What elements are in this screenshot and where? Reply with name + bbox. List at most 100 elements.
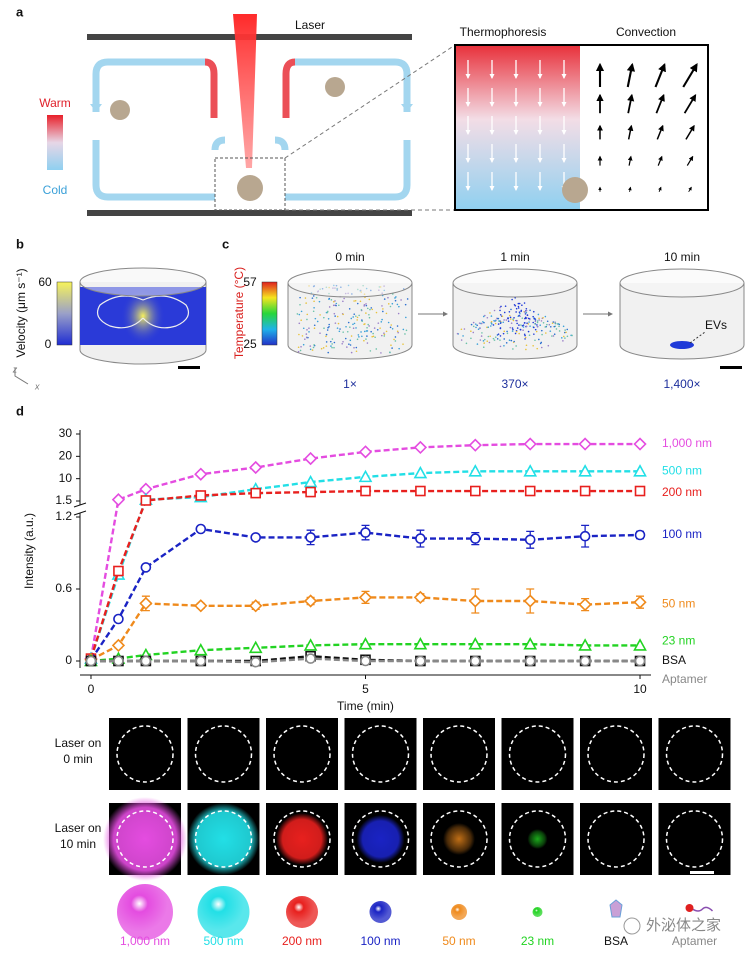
particle-dot xyxy=(360,331,362,333)
particle-dot xyxy=(328,298,330,300)
particle-dot xyxy=(387,303,390,305)
particle-dot xyxy=(372,335,375,338)
marker xyxy=(195,523,207,535)
particle-dot xyxy=(350,317,353,320)
particle-dot xyxy=(312,295,315,297)
particle-dot xyxy=(564,337,566,339)
particle-dot xyxy=(333,341,336,344)
particle-dot xyxy=(503,330,506,333)
marker xyxy=(579,655,591,667)
particle-dot xyxy=(462,335,464,337)
particle-dot xyxy=(533,317,536,320)
particle-dot xyxy=(334,322,337,324)
marker xyxy=(140,655,152,667)
micrograph xyxy=(658,803,731,875)
particle-dot xyxy=(391,302,394,305)
particle-dot xyxy=(517,305,520,308)
roi-circle xyxy=(587,810,645,868)
particle-sphere xyxy=(197,886,250,938)
particle-dot xyxy=(313,306,315,309)
particle-dot xyxy=(541,333,543,336)
particle-dot xyxy=(549,330,552,332)
particle-dot xyxy=(304,338,306,340)
particle-dot xyxy=(361,335,363,338)
axis-z: z xyxy=(12,364,18,374)
particle-dot xyxy=(313,327,316,330)
marker xyxy=(358,590,373,605)
glow xyxy=(527,829,548,849)
particle-dot xyxy=(371,308,374,311)
particle-dot xyxy=(524,336,527,339)
particle-dot xyxy=(355,350,358,353)
particle-dot xyxy=(341,342,344,345)
particle-dot xyxy=(356,319,358,321)
roi-circle xyxy=(116,725,174,783)
series-label: 500 nm xyxy=(662,463,702,477)
particle-dot xyxy=(496,334,499,336)
glow xyxy=(187,803,260,875)
particle-dot xyxy=(369,350,372,352)
particle-dot xyxy=(374,336,376,339)
glow xyxy=(356,815,405,863)
particle-dot xyxy=(333,312,336,315)
particle-dot xyxy=(487,326,490,329)
particle-dot xyxy=(390,324,393,326)
particle-dot xyxy=(525,325,528,328)
marker xyxy=(360,655,371,667)
particle-dot xyxy=(524,338,526,340)
particle-dot xyxy=(503,344,505,347)
particle-dot xyxy=(365,304,368,307)
particle-dot xyxy=(549,325,552,328)
series-label: 50 nm xyxy=(662,596,695,610)
particle-dot xyxy=(338,304,340,307)
cylinder-top xyxy=(79,267,207,297)
particle-dot xyxy=(312,346,315,349)
particle-dot xyxy=(394,340,397,342)
particle-dot xyxy=(536,347,539,350)
warm-label: Warm xyxy=(39,96,71,110)
marker xyxy=(579,485,591,497)
marker xyxy=(305,486,316,498)
particle-label: 50 nm xyxy=(442,934,475,948)
particle-dot xyxy=(383,332,385,334)
warm-flow xyxy=(204,58,218,118)
particle-dot xyxy=(542,316,544,319)
particle-dot xyxy=(396,303,399,306)
series-line xyxy=(90,596,641,661)
particle-dot xyxy=(316,320,319,323)
particle-dot xyxy=(506,332,509,335)
particle-dot xyxy=(336,327,339,329)
marker xyxy=(578,597,592,612)
particle-dot xyxy=(337,322,340,325)
colorbar-min: 0 xyxy=(45,337,52,351)
particle-dot xyxy=(523,322,526,324)
particle-dot xyxy=(363,305,365,307)
inset-box xyxy=(454,44,709,211)
particle-dot xyxy=(382,308,384,310)
particle-dot xyxy=(346,330,349,333)
particle-sphere xyxy=(451,904,467,920)
particle-dot xyxy=(383,333,386,336)
particle-dot xyxy=(348,308,351,310)
particle-dot xyxy=(375,348,378,350)
particle-dot xyxy=(306,313,309,316)
marker xyxy=(579,530,591,542)
particle-dot xyxy=(523,302,526,304)
marker xyxy=(360,485,371,497)
particle-dot xyxy=(376,328,379,331)
particle-dot xyxy=(344,337,347,340)
particle-dot xyxy=(490,320,493,323)
marker xyxy=(468,594,482,608)
particle-dot xyxy=(395,296,397,298)
particle-dot xyxy=(565,331,567,334)
particle-dot xyxy=(370,330,372,333)
particle-dot xyxy=(318,300,321,303)
particle-dot xyxy=(313,324,316,327)
particle-dot xyxy=(366,335,368,337)
particle-dot xyxy=(490,315,493,317)
particle-dot xyxy=(352,327,355,330)
particle-dot xyxy=(512,348,514,350)
particle-dot xyxy=(526,322,528,324)
particle-dot xyxy=(512,328,514,331)
particle-dot xyxy=(517,302,520,305)
